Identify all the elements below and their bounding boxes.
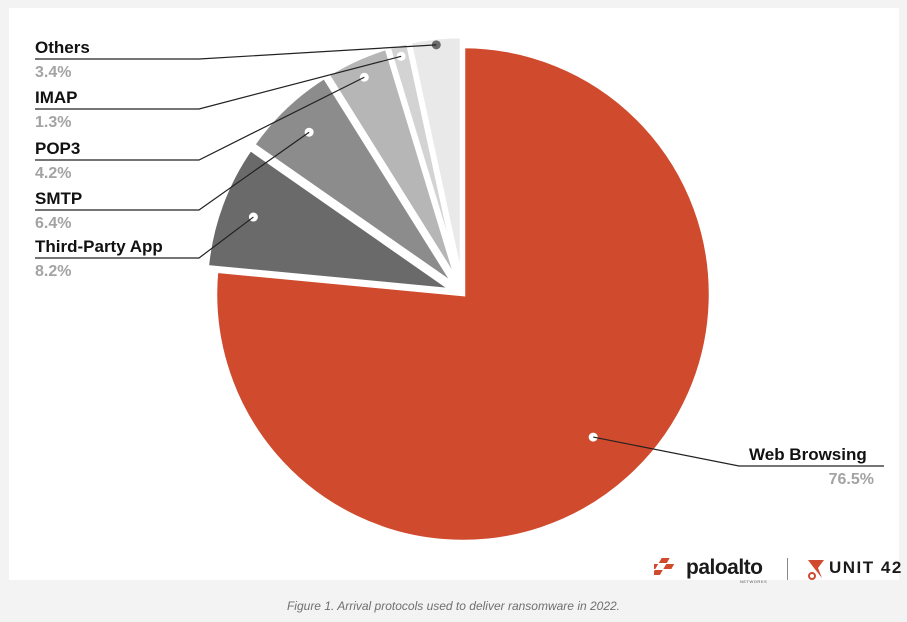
slice-percent-label: 8.2% (35, 263, 71, 280)
slice-percent-label: 76.5% (829, 471, 874, 488)
slice-percent-label: 4.2% (35, 165, 71, 182)
pie-chart: Web Browsing 76.5% Third-Party App 8.2% SMTP… (35, 33, 884, 545)
slice-label: Third-Party App (35, 237, 163, 256)
slice-label: Web Browsing (749, 445, 867, 464)
figure-caption: Figure 1. Arrival protocols used to deli… (286, 599, 621, 613)
slice-percent-label: 1.3% (35, 114, 71, 131)
unit42-logo-text: UNIT 42 (829, 558, 903, 577)
slice-label: POP3 (35, 139, 80, 158)
leader-line (35, 55, 402, 110)
slice-percent-label: 6.4% (35, 215, 71, 232)
leader-line (593, 436, 884, 467)
paloalto-logo-subtext: NETWORKS (740, 579, 768, 584)
paloalto-logo-text: paloalto (686, 556, 763, 579)
pie-slice-web-browsing (212, 43, 714, 545)
leader-line (35, 216, 254, 259)
logo-bar: paloalto NETWORKS UNIT 42 (654, 552, 904, 584)
chart-card: Web Browsing 76.5% Third-Party App 8.2% SMTP… (9, 8, 901, 584)
leader-line (35, 131, 310, 211)
slice-percent-label: 3.4% (35, 64, 71, 81)
slice-label: SMTP (35, 189, 82, 208)
logo-divider (787, 558, 788, 580)
unit42-logo-icon (808, 560, 824, 580)
paloalto-logo-icon (654, 558, 675, 575)
slice-label: IMAP (35, 88, 78, 107)
slice-label: Others (35, 38, 90, 57)
pie-slice-others (406, 33, 465, 285)
leader-line (35, 76, 365, 161)
pie-slice-third-party-app (204, 145, 462, 294)
leader-line (35, 44, 437, 60)
